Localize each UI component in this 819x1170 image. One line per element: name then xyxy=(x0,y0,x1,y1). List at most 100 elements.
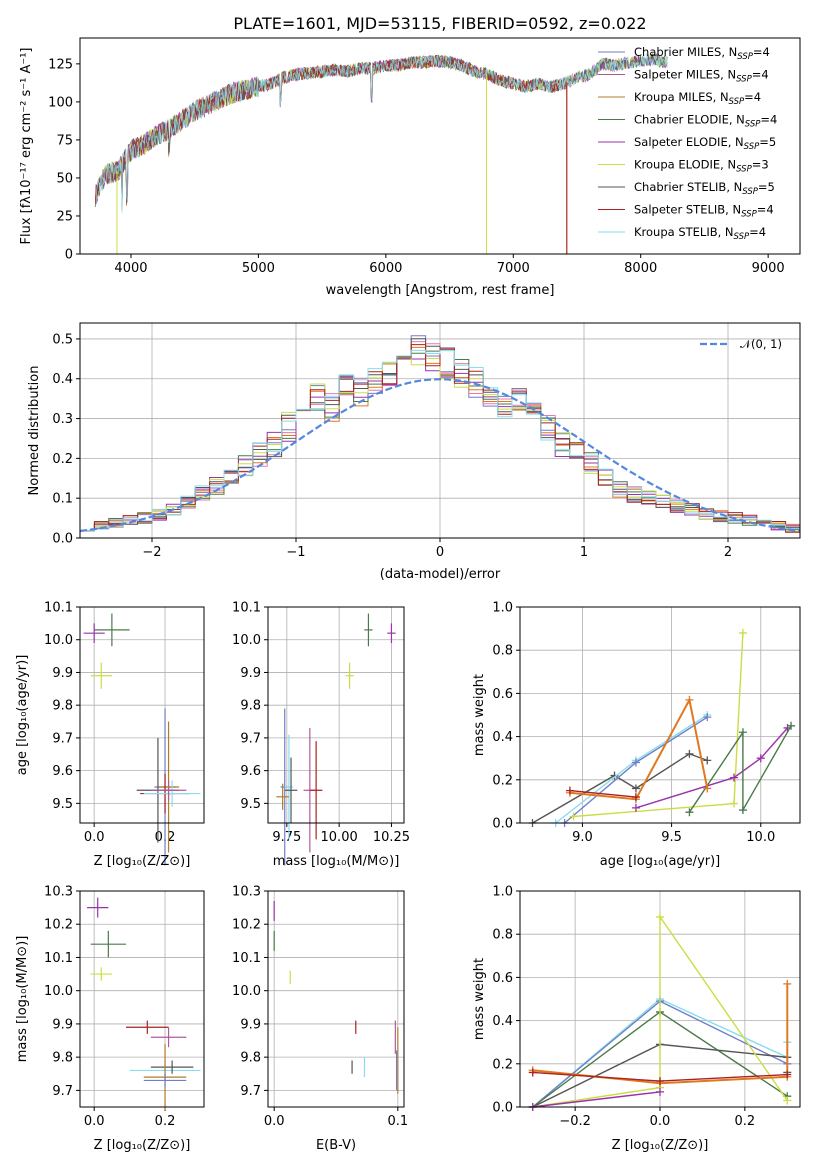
y-axis-label: Normed distribution xyxy=(27,366,42,496)
histogram-panel: −2 −1 0 1 2 0.0 0.1 0.2 0.3 0.4 0.5 (data-model)/er… xyxy=(27,322,801,582)
x-tick-label: 9000 xyxy=(752,261,785,276)
weight-vs-metallicity-panel: −0.2 0.0 0.2 0.0 0.2 0.4 0.6 0.8 1.0 Z [log₁₀(Z/Z… xyxy=(472,885,801,1153)
legend-label: Chabrier STELIB, NSSP=5 xyxy=(634,180,775,197)
weight-marker xyxy=(783,979,792,988)
y-axis-label: mass weight xyxy=(472,674,487,756)
legend-label: Salpeter STELIB, NSSP=4 xyxy=(634,203,774,220)
weight-marker xyxy=(685,808,694,817)
x-tick-label: −0.2 xyxy=(559,1114,591,1129)
weight-marker xyxy=(631,803,640,812)
x-tick-label: 10.00 xyxy=(321,830,358,845)
y-tick-label: 125 xyxy=(48,57,73,72)
y-tick-label: 0.1 xyxy=(52,492,73,507)
y-axis-label: mass weight xyxy=(472,958,487,1040)
y-tick-label: 50 xyxy=(56,171,73,186)
x-axis-label: E(B-V) xyxy=(316,1138,356,1153)
histograms xyxy=(80,335,800,538)
x-axis-label: Z [log₁₀(Z/Z⊙)] xyxy=(612,1138,709,1153)
spectrum-line-chabrier-miles xyxy=(94,53,666,207)
x-tick-label: 0.0 xyxy=(84,1114,105,1129)
spectrum-line-salpeter-stelib xyxy=(94,55,567,207)
y-tick-label: 9.9 xyxy=(52,666,73,681)
y-tick-label: 0.8 xyxy=(492,928,513,943)
x-tick-label: 10.25 xyxy=(373,830,410,845)
weight-marker xyxy=(787,721,796,730)
y-tick-label: 9.8 xyxy=(240,1051,261,1066)
weight-marker xyxy=(738,628,747,637)
weight-marker xyxy=(569,812,578,821)
x-tick-label: 4000 xyxy=(114,261,147,276)
x-tick-label: 0.0 xyxy=(650,1114,671,1129)
weight-marker xyxy=(703,756,712,765)
y-tick-label: 9.5 xyxy=(52,797,73,812)
axes-frame xyxy=(79,890,205,1108)
y-tick-label: 10.2 xyxy=(44,918,73,933)
histogram-step xyxy=(80,349,800,538)
y-tick-label: 0.0 xyxy=(52,532,73,547)
weight-line xyxy=(532,1091,661,1108)
x-tick-label: 0 xyxy=(436,545,444,560)
x-tick-label: 6000 xyxy=(369,261,402,276)
y-tick-label: 10.0 xyxy=(44,633,73,648)
x-tick-label: 8000 xyxy=(624,261,657,276)
axes-frame xyxy=(519,890,801,1108)
legend-label: 𝒩(0, 1) xyxy=(740,337,782,351)
legend-label: Chabrier MILES, NSSP=4 xyxy=(634,45,770,62)
y-tick-label: 9.8 xyxy=(52,1051,73,1066)
y-tick-label: 75 xyxy=(56,133,73,148)
legend-label: Kroupa ELODIE, NSSP=3 xyxy=(634,158,769,175)
y-tick-label: 0.8 xyxy=(492,644,513,659)
weight-line xyxy=(569,789,636,798)
weight-marker xyxy=(738,728,747,737)
y-tick-label: 10.2 xyxy=(232,918,261,933)
y-axis-label: Flux [fλ10⁻¹⁷ erg cm⁻² s⁻¹ A⁻¹] xyxy=(19,48,34,245)
weight-line xyxy=(635,727,789,809)
x-tick-label: −2 xyxy=(142,545,161,560)
figure-title: PLATE=1601, MJD=53115, FIBERID=0592, z=0… xyxy=(233,14,646,33)
weight-marker xyxy=(631,784,640,793)
x-axis-label: mass [log₁₀(M/M⊙)] xyxy=(273,854,400,869)
y-axis-label: mass [log₁₀(M/M⊙)] xyxy=(15,936,30,1063)
x-axis-label: (data-model)/error xyxy=(380,567,501,582)
y-tick-label: 0.0 xyxy=(492,817,513,832)
x-tick-label: 0.0 xyxy=(84,830,105,845)
y-tick-label: 9.7 xyxy=(240,731,261,746)
x-tick-label: 0.1 xyxy=(387,1114,408,1129)
axes-frame xyxy=(79,37,801,255)
x-axis-label: Z [log₁₀(Z/Z⊙)] xyxy=(94,1138,191,1153)
y-tick-label: 9.7 xyxy=(240,1084,261,1099)
y-tick-label: 9.8 xyxy=(240,699,261,714)
y-tick-label: 9.7 xyxy=(52,731,73,746)
spectrum-panel: 4000 5000 6000 7000 8000 9000 0 25 50 75 100 125 wav… xyxy=(19,37,801,298)
weight-marker xyxy=(656,1087,664,1096)
weight-marker xyxy=(528,1068,537,1077)
y-tick-label: 9.8 xyxy=(52,699,73,714)
age-vs-metallicity-panel: 0.0 0.29.59.69.79.89.910.010.1Z [log₁₀(Z/… xyxy=(15,601,205,869)
y-tick-label: 9.9 xyxy=(52,1017,73,1032)
legend-label: Kroupa MILES, NSSP=4 xyxy=(634,90,761,107)
y-tick-label: 0 xyxy=(65,248,73,263)
x-tick-label: 5000 xyxy=(242,261,275,276)
x-tick-label: 1 xyxy=(580,545,588,560)
x-axis-label: wavelength [Angstrom, rest frame] xyxy=(326,283,555,298)
y-tick-label: 10.1 xyxy=(232,951,261,966)
y-tick-label: 0.0 xyxy=(492,1101,513,1116)
x-tick-label: 9.5 xyxy=(661,830,682,845)
axes-frame xyxy=(79,322,801,539)
weight-marker xyxy=(685,749,694,758)
axes-frame xyxy=(79,606,205,824)
weight-marker xyxy=(730,799,739,808)
x-axis-label: age [log₁₀(age/yr)] xyxy=(600,854,721,869)
weight-vs-age-panel: 9.0 9.5 10.0 0.0 0.2 0.4 0.6 0.8 1.0 age [log₁₀(a… xyxy=(472,601,801,869)
weight-marker xyxy=(631,793,640,802)
y-tick-label: 0.4 xyxy=(492,1014,513,1029)
y-tick-label: 0.6 xyxy=(492,687,513,702)
weight-marker xyxy=(656,912,664,921)
y-tick-label: 10.3 xyxy=(232,885,261,900)
weight-marker xyxy=(703,784,712,793)
y-tick-label: 9.5 xyxy=(240,797,261,812)
y-tick-label: 1.0 xyxy=(492,885,513,900)
y-tick-label: 10.0 xyxy=(232,984,261,999)
y-tick-label: 0.4 xyxy=(52,372,73,387)
y-tick-label: 0.5 xyxy=(52,332,73,347)
